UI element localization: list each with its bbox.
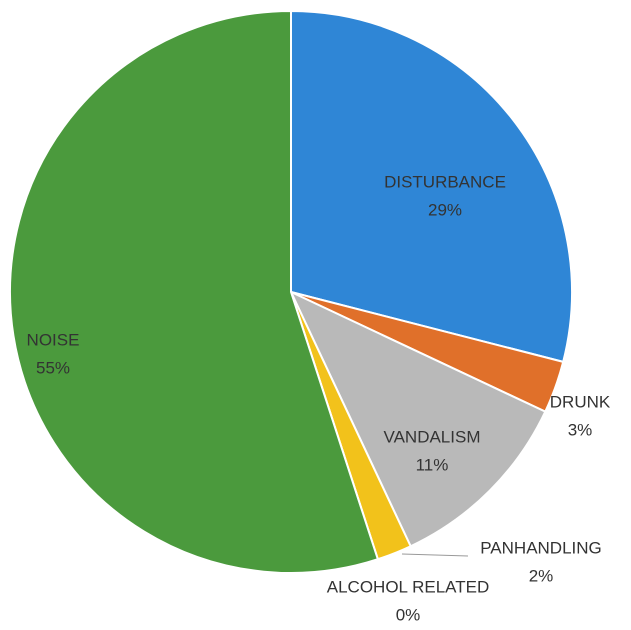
slice-label: PANHANDLING [480,538,602,557]
slice-label: ALCOHOL RELATED [327,577,490,596]
pie-slice [290,9,573,364]
slice-label: NOISE [27,330,80,349]
leader-line [401,553,469,557]
slice-value: 0% [396,605,421,624]
slice-label: VANDALISM [384,427,481,446]
slice-label: DISTURBANCE [384,172,506,191]
slice-value: 3% [568,420,593,439]
slice-value: 11% [416,455,449,474]
slice-value: 2% [529,566,554,585]
slice-label: DRUNK [550,392,611,411]
pie-slice [288,289,547,548]
slice-value: 55% [36,358,70,377]
slice-value: 29% [428,200,462,219]
pie-slice [9,9,380,574]
